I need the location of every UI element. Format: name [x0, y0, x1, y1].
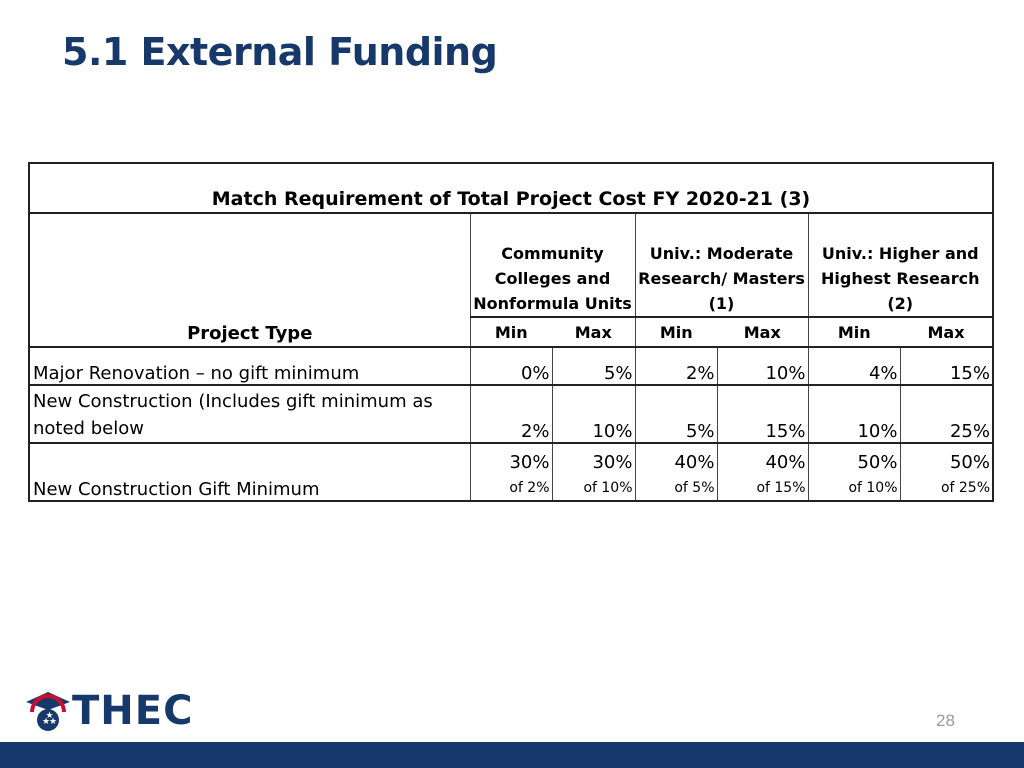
thec-logo-icon: ★ ★ ★: [26, 692, 70, 731]
cell-value: 10%: [717, 347, 809, 386]
cell-value: 15%: [717, 385, 809, 444]
gift-percent: 50%: [857, 452, 898, 473]
slide-title: 5.1 External Funding: [62, 30, 498, 74]
cell-value: 30% of 10%: [552, 443, 636, 502]
cell-value: 10%: [552, 385, 636, 444]
group-header-community-colleges: Community Colleges and Nonformula Units: [469, 213, 636, 317]
row-label: Major Renovation – no gift minimum: [28, 347, 471, 386]
max-header: Max: [552, 316, 636, 348]
gift-percent: 50%: [949, 452, 990, 473]
cell-value: 25%: [900, 385, 994, 444]
svg-text:★: ★: [49, 717, 57, 727]
svg-text:★: ★: [42, 717, 50, 727]
table-row: Major Renovation – no gift minimum 0% 5%…: [28, 347, 994, 386]
match-requirement-table: Match Requirement of Total Project Cost …: [28, 162, 994, 502]
cell-value: 4%: [808, 347, 901, 386]
table-row: New Construction (Includes gift minimum …: [28, 385, 994, 444]
cell-value: 50% of 25%: [900, 443, 994, 502]
cell-value: 10%: [808, 385, 901, 444]
cell-value: 30% of 2%: [470, 443, 553, 502]
gift-percent: 30%: [592, 452, 633, 473]
min-header: Min: [635, 316, 717, 348]
svg-text:★: ★: [46, 711, 54, 721]
max-header: Max: [900, 316, 994, 348]
footer-bar: [0, 742, 1024, 768]
page-number: 28: [936, 711, 955, 730]
min-header: Min: [808, 316, 900, 348]
cell-value: 2%: [470, 385, 553, 444]
table-row: New Construction Gift Minimum 30% of 2% 3…: [28, 443, 994, 502]
gift-basis: of 10%: [583, 480, 633, 496]
max-header: Max: [717, 316, 809, 348]
gift-percent: 40%: [765, 452, 806, 473]
group-header-moderate-research: Univ.: Moderate Research/ Masters (1): [634, 213, 809, 317]
cell-value: 40% of 5%: [635, 443, 718, 502]
cell-value: 2%: [635, 347, 718, 386]
project-type-header: Project Type: [28, 213, 471, 348]
gift-basis: of 25%: [940, 480, 990, 496]
cell-value: 5%: [635, 385, 718, 444]
min-header: Min: [470, 316, 552, 348]
cell-value: 50% of 10%: [808, 443, 901, 502]
row-label: New Construction (Includes gift minimum …: [28, 385, 471, 444]
gift-basis: of 5%: [674, 480, 715, 496]
gift-percent: 30%: [509, 452, 550, 473]
gift-basis: of 2%: [509, 480, 550, 496]
logo-wordmark: THEC: [72, 688, 194, 734]
cell-value: 5%: [552, 347, 636, 386]
gift-percent: 40%: [674, 452, 715, 473]
cell-value: 40% of 15%: [717, 443, 809, 502]
group-header-higher-research: Univ.: Higher and Highest Research (2): [807, 213, 994, 317]
row-label: New Construction Gift Minimum: [28, 443, 471, 502]
gift-basis: of 15%: [756, 480, 806, 496]
cell-value: 0%: [470, 347, 553, 386]
gift-basis: of 10%: [848, 480, 898, 496]
table-title: Match Requirement of Total Project Cost …: [28, 162, 994, 214]
cell-value: 15%: [900, 347, 994, 386]
